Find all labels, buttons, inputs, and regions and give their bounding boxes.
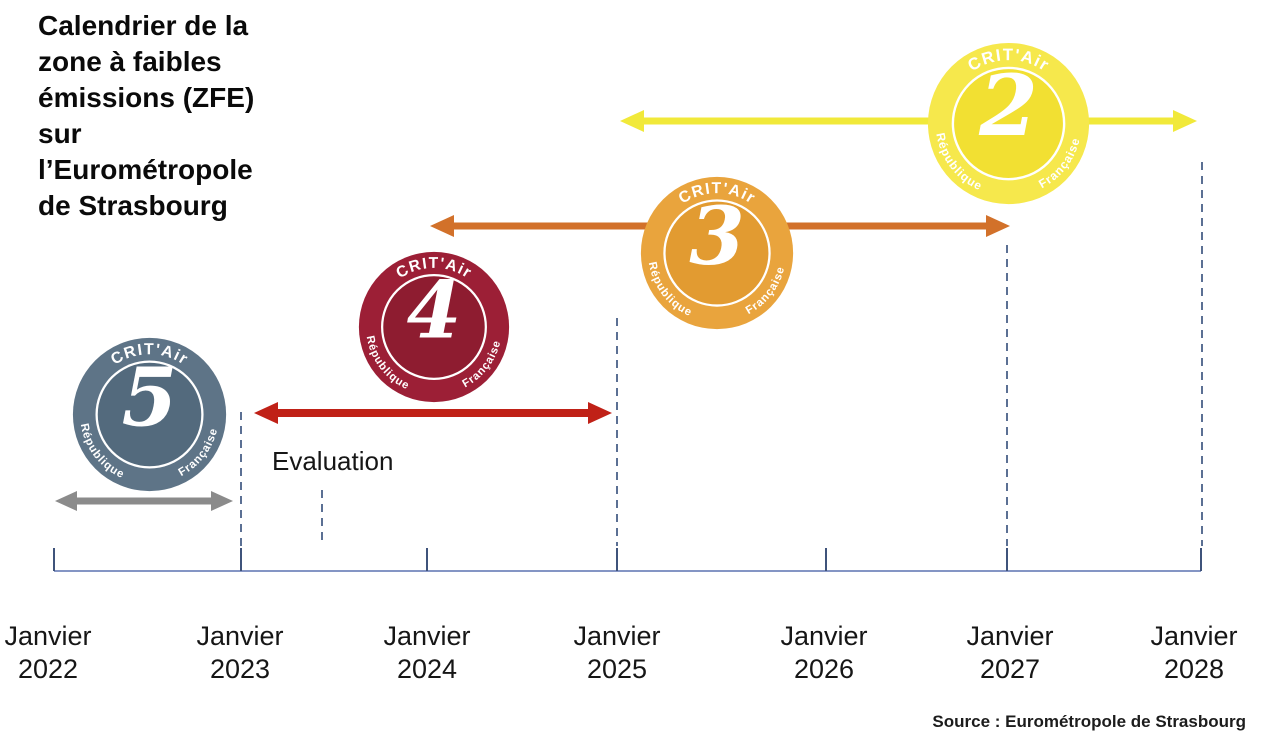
year-value: 2026	[793, 654, 855, 684]
year-value: 2022	[17, 654, 79, 684]
timeline-label-2024: Janvier 2024	[352, 620, 502, 686]
month-label: Janvier	[573, 621, 661, 651]
timeline-label-2025: Janvier 2025	[542, 620, 692, 686]
month-label: Janvier	[196, 621, 284, 651]
timeline-dashed-lines	[240, 162, 1203, 546]
critair-number: 3	[689, 189, 744, 283]
critair-2-period-arrow	[620, 110, 1197, 132]
critair-4-period-arrow	[254, 402, 612, 424]
year-value: 2025	[586, 654, 648, 684]
timeline-label-2022: Janvier 2022	[0, 620, 123, 686]
source-label: Source : Eurométropole de Strasbourg	[932, 712, 1246, 731]
month-label: Janvier	[780, 621, 868, 651]
year-value: 2024	[396, 654, 458, 684]
critair-3-badge: CRIT'Air 3 République Française	[640, 176, 794, 330]
year-value: 2027	[979, 654, 1041, 684]
critair-4-badge: CRIT'Air 4 République Française	[358, 251, 510, 403]
critair-5-badge: CRIT'Air 5 République Française	[72, 337, 227, 492]
critair-number: 5	[122, 350, 178, 444]
month-label: Janvier	[383, 621, 471, 651]
timeline-label-2023: Janvier 2023	[165, 620, 315, 686]
timeline-ticks	[53, 548, 1202, 571]
evaluation-label: Evaluation	[272, 446, 394, 476]
critair-number: 2	[978, 56, 1038, 155]
year-value: 2028	[1163, 654, 1225, 684]
timeline-label-2028: Janvier 2028	[1119, 620, 1269, 686]
page-title: Calendrier de la zone à faibles émission…	[38, 10, 255, 221]
critair-2-badge: CRIT'Air 2 République Française	[927, 42, 1090, 205]
month-label: Janvier	[966, 621, 1054, 651]
year-value: 2023	[209, 654, 271, 684]
critair-number: 4	[407, 264, 462, 357]
timeline-label-2026: Janvier 2026	[749, 620, 899, 686]
month-label: Janvier	[4, 621, 92, 651]
critair-5-period-arrow	[55, 491, 233, 511]
timeline-label-2027: Janvier 2027	[935, 620, 1085, 686]
month-label: Janvier	[1150, 621, 1238, 651]
